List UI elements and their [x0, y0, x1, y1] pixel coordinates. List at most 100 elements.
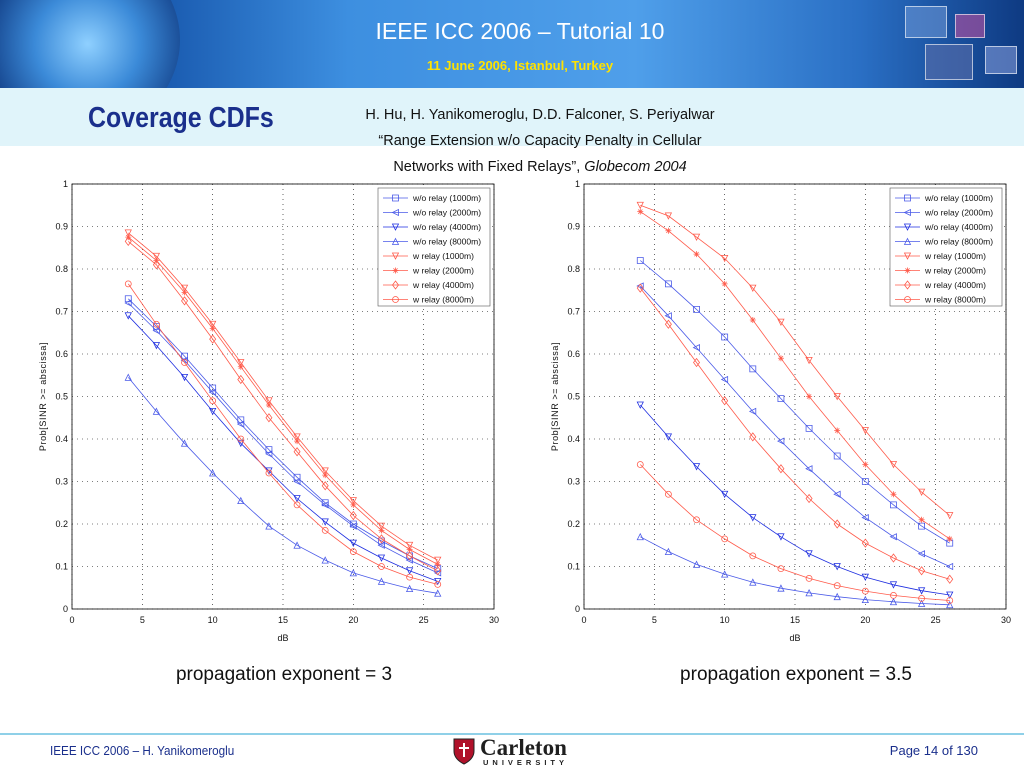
data-point — [265, 397, 273, 405]
data-point — [237, 435, 245, 443]
globe-graphic — [0, 0, 180, 88]
y-tick-label: 0.2 — [567, 519, 580, 529]
header-title: IEEE ICC 2006 – Tutorial 10 — [375, 18, 665, 44]
data-point — [777, 533, 785, 541]
data-point — [636, 257, 644, 264]
series-line — [640, 211, 950, 540]
legend-marker — [391, 252, 400, 260]
data-point — [209, 397, 217, 405]
y-tick-label: 0.8 — [567, 264, 580, 274]
data-point — [265, 402, 272, 408]
data-point — [237, 359, 245, 367]
footer-author: IEEE ICC 2006 – H. Yanikomeroglu — [50, 743, 235, 758]
x-tick-label: 15 — [278, 615, 288, 625]
data-point — [946, 591, 954, 599]
data-point — [636, 401, 644, 409]
legend-marker — [391, 237, 400, 245]
data-point — [265, 522, 273, 530]
x-tick-label: 20 — [860, 615, 870, 625]
data-point — [378, 563, 385, 570]
data-point — [890, 491, 897, 498]
legend-label: w relay (2000m) — [924, 266, 986, 276]
legend-marker — [903, 208, 911, 217]
legend-label: w/o relay (4000m) — [412, 222, 481, 232]
data-point — [434, 556, 442, 565]
data-point — [805, 574, 813, 582]
data-point — [917, 488, 926, 497]
data-point — [637, 208, 644, 215]
data-point — [405, 556, 413, 564]
data-point — [693, 305, 700, 313]
x-tick-label: 25 — [931, 615, 941, 625]
series-line — [639, 287, 950, 580]
data-point — [377, 577, 386, 585]
legend-label: w relay (4000m) — [924, 280, 986, 290]
data-point — [321, 556, 329, 564]
data-point — [434, 561, 441, 568]
data-point — [889, 553, 897, 563]
series-w/o relay (4000m) — [124, 312, 442, 586]
data-point — [721, 280, 728, 287]
x-tick-label: 30 — [1001, 615, 1011, 625]
data-point — [237, 439, 245, 448]
citation-title-end: Networks with Fixed Relays”, — [393, 159, 585, 175]
data-point — [749, 317, 756, 323]
chart-left: 0 5 10 15 20 25 30 0 0.1 0.2 0.3 0.4 0.5 0.6 0.7 0.8 0.9… — [38, 179, 499, 643]
data-point — [833, 582, 841, 590]
data-point — [777, 355, 784, 362]
data-point — [152, 252, 161, 261]
chip-graphic — [955, 14, 985, 38]
y-tick-label: 0.6 — [567, 349, 580, 359]
y-tick-label: 0.7 — [567, 307, 580, 317]
series-line — [639, 404, 950, 596]
data-point — [833, 452, 841, 460]
data-point — [209, 320, 217, 329]
title-strip — [0, 88, 1024, 146]
y-tick-label: 1 — [63, 179, 68, 189]
data-point — [946, 512, 954, 520]
data-point — [349, 539, 357, 548]
data-point — [124, 229, 132, 237]
data-point — [861, 538, 869, 548]
legend-marker — [903, 252, 912, 260]
data-point — [405, 584, 414, 592]
data-point — [209, 334, 217, 344]
legend-marker — [392, 267, 399, 274]
data-point — [180, 373, 189, 382]
citation: H. Hu, H. Yanikomeroglu, D.D. Falconer, … — [322, 102, 758, 180]
data-point — [293, 495, 301, 503]
data-point — [889, 581, 898, 589]
data-point — [861, 595, 869, 604]
data-point — [692, 233, 701, 242]
legend-label: w/o relay (1000m) — [412, 193, 481, 203]
data-point — [833, 563, 841, 571]
data-point — [805, 588, 813, 597]
y-tick-label: 0.9 — [567, 222, 580, 232]
data-point — [237, 496, 245, 505]
data-point — [721, 333, 729, 341]
data-point — [406, 551, 414, 561]
data-point — [805, 465, 813, 473]
series-w relay (4000m) — [636, 283, 954, 584]
data-point — [124, 299, 132, 307]
data-point — [377, 522, 386, 531]
series-w/o relay (2000m) — [124, 299, 442, 577]
data-point — [889, 461, 898, 469]
data-point — [665, 227, 672, 234]
data-point — [720, 375, 729, 384]
legend-marker — [904, 267, 911, 274]
y-tick-label: 0.1 — [567, 562, 580, 572]
data-point — [265, 413, 273, 423]
series-w/o relay (8000m) — [124, 373, 442, 597]
data-point — [749, 552, 757, 560]
data-point — [209, 407, 217, 416]
data-point — [918, 566, 926, 576]
legend-marker — [391, 208, 399, 217]
data-point — [349, 522, 357, 530]
data-point — [293, 477, 301, 486]
data-point — [805, 493, 813, 504]
legend-label: w relay (1000m) — [412, 251, 474, 261]
series-line — [128, 302, 438, 574]
data-point — [293, 447, 301, 457]
data-point — [405, 567, 414, 575]
